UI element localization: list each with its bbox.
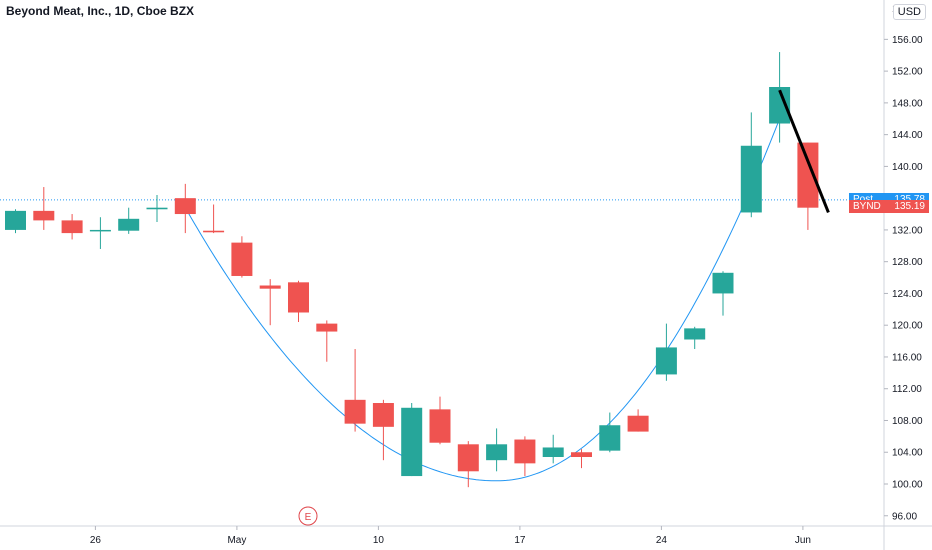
candle-body <box>33 210 55 221</box>
x-tick-label: 10 <box>373 535 385 546</box>
y-tick-label: 128.00 <box>892 257 923 268</box>
candle[interactable] <box>797 142 819 230</box>
x-tick-label: Jun <box>795 535 811 546</box>
x-tick-label: 24 <box>656 535 668 546</box>
candle[interactable] <box>231 236 253 278</box>
candle-body <box>118 218 140 231</box>
y-tick-label: 120.00 <box>892 321 923 332</box>
candle[interactable] <box>61 214 83 240</box>
candle[interactable] <box>203 204 225 234</box>
currency-button[interactable]: USD <box>892 4 926 20</box>
candle-body <box>797 142 819 208</box>
trendline-drawing[interactable] <box>778 89 830 214</box>
candle-body <box>514 439 536 464</box>
y-tick-label: 100.00 <box>892 480 923 491</box>
candle-body <box>5 210 26 230</box>
y-tick-label: 112.00 <box>892 384 922 395</box>
candle-body <box>203 230 225 233</box>
last-label: BYND <box>853 200 881 212</box>
candle[interactable] <box>146 194 168 222</box>
post-value: 135.78 <box>894 193 925 206</box>
candle[interactable] <box>401 403 423 477</box>
candle-body <box>684 328 706 340</box>
candle-body <box>316 323 338 332</box>
candle[interactable] <box>627 409 649 432</box>
post-label: Post <box>853 193 873 206</box>
candle[interactable] <box>514 436 536 477</box>
candle[interactable] <box>542 434 564 464</box>
candle[interactable] <box>684 326 706 350</box>
candle[interactable] <box>344 349 366 432</box>
candle[interactable] <box>655 323 677 381</box>
y-tick-label: 156.00 <box>892 35 923 46</box>
candle[interactable] <box>571 449 592 469</box>
y-tick-label: 108.00 <box>892 416 923 427</box>
cup-curve-drawing[interactable] <box>184 119 780 482</box>
y-tick-label: 132.00 <box>892 225 923 236</box>
candle-body <box>344 399 366 424</box>
candle-body <box>288 282 309 313</box>
candle[interactable] <box>33 187 55 230</box>
candle[interactable] <box>259 279 281 326</box>
candle-body <box>486 444 508 461</box>
candle[interactable] <box>429 396 451 445</box>
candle[interactable] <box>486 428 508 472</box>
y-tick-label: 104.00 <box>892 448 923 459</box>
candle[interactable] <box>769 52 791 143</box>
y-tick-label: 116.00 <box>892 352 922 363</box>
candle-body <box>740 145 762 213</box>
candle-body <box>89 229 111 232</box>
candle[interactable] <box>174 183 196 234</box>
candle[interactable] <box>599 412 621 453</box>
earnings-marker[interactable]: E <box>298 506 318 526</box>
last-value: 135.19 <box>894 200 925 212</box>
chart-title: Beyond Meat, Inc., 1D, Cboe BZX <box>6 4 195 18</box>
y-tick-label: 148.00 <box>892 98 923 109</box>
x-tick-label: 17 <box>514 535 526 546</box>
candle-body <box>372 403 394 427</box>
y-tick-label: 124.00 <box>892 289 923 300</box>
candle-body <box>655 347 677 375</box>
y-tick-label: 152.00 <box>892 67 923 78</box>
price-axis[interactable]: 96.00 100.00 104.00 108.00 112.00 116.00 120.0… <box>883 0 923 550</box>
candle-body <box>174 198 196 215</box>
candle[interactable] <box>118 207 140 234</box>
candle-body <box>231 242 253 276</box>
candle-body <box>259 285 281 289</box>
y-tick-label: 96.00 <box>892 511 917 522</box>
candle-body <box>712 272 734 294</box>
last-price-badge: BYND 135.19 <box>849 199 929 213</box>
time-axis[interactable]: 26 May 10 17 24 Jun <box>0 525 932 546</box>
candle[interactable] <box>316 320 338 362</box>
candle-body <box>401 407 423 477</box>
candle[interactable] <box>372 399 394 461</box>
candle-body <box>571 452 592 458</box>
candle[interactable] <box>740 112 762 218</box>
candle[interactable] <box>457 441 479 488</box>
earnings-marker-label: E <box>305 512 312 523</box>
candle-body <box>542 447 564 458</box>
candle-body <box>457 444 479 472</box>
candle-body <box>769 87 791 124</box>
candle[interactable] <box>712 271 734 316</box>
candle-body <box>599 425 621 451</box>
candle-body <box>61 220 83 234</box>
candle-body <box>429 409 451 443</box>
x-tick-label: 26 <box>90 535 102 546</box>
candle[interactable] <box>5 209 26 234</box>
x-tick-label: May <box>227 535 246 546</box>
candle[interactable] <box>288 280 309 323</box>
candle-body <box>146 207 168 210</box>
candlestick-series[interactable] <box>5 52 819 488</box>
candle-body <box>627 415 649 432</box>
candle[interactable] <box>89 217 111 249</box>
y-tick-label: 140.00 <box>892 162 923 173</box>
y-tick-label: 144.00 <box>892 130 923 141</box>
